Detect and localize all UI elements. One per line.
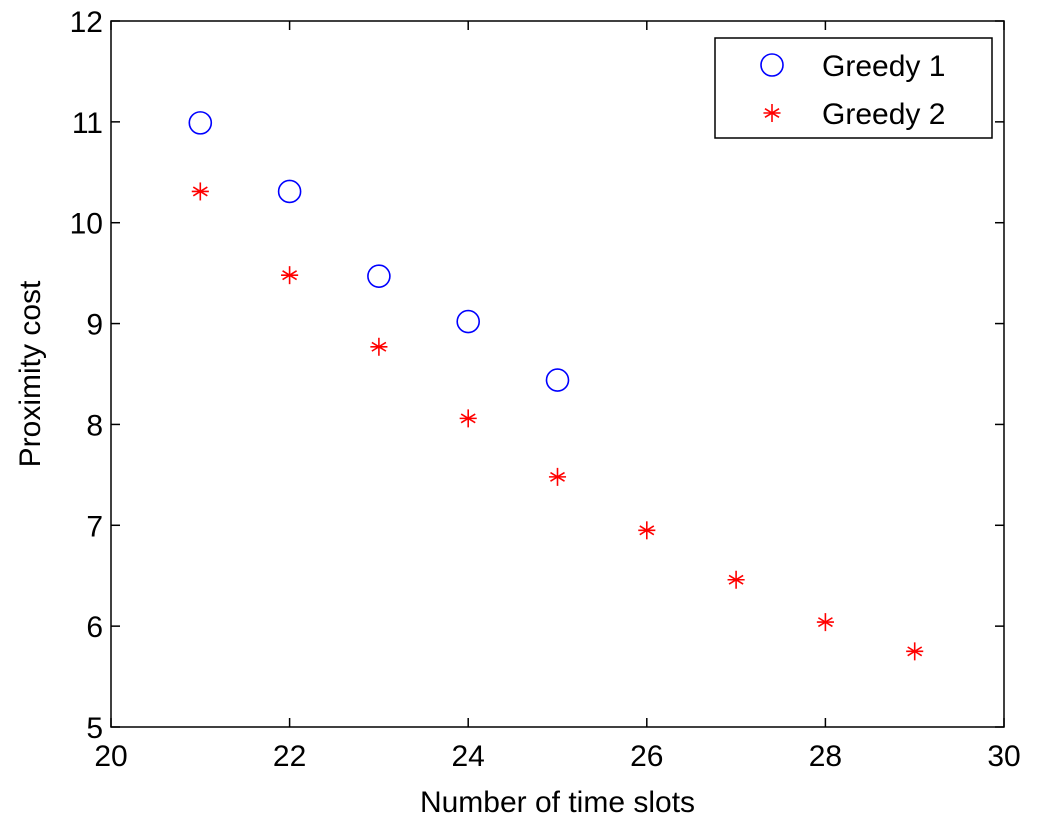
data-series [188,111,924,661]
x-tick-label: 22 [273,740,306,773]
y-tick-label: 8 [86,409,103,442]
y-axis-ticks: 5 6 7 8 9 10 11 12 [70,6,1004,745]
x-axis-title: Number of time slots [420,786,695,819]
y-tick-label: 5 [86,712,103,745]
series-2 [191,182,924,661]
data-point [191,182,209,201]
data-point [370,337,388,356]
data-point [277,179,302,204]
y-tick-label: 6 [86,611,103,644]
data-point [638,521,656,540]
legend: Greedy 1 Greedy 2 [714,37,993,139]
y-tick-label: 12 [70,6,103,39]
y-tick-label: 10 [70,208,103,241]
data-point [367,264,391,288]
data-point [456,309,481,334]
y-tick-label: 7 [86,510,103,543]
data-point [727,570,745,589]
x-tick-label: 24 [452,740,485,773]
x-tick-label: 28 [809,740,842,773]
y-axis-title: Proximity cost [14,280,47,467]
data-point [188,111,213,135]
x-axis-ticks: 20 22 24 26 28 30 [94,21,1021,773]
x-tick-label: 30 [987,740,1020,773]
legend-marker [763,104,781,122]
data-point [281,266,299,285]
legend-label: Greedy 1 [822,50,945,83]
legend-box [714,37,993,139]
data-point [545,368,570,392]
data-point [548,467,567,486]
x-tick-label: 20 [94,740,127,773]
x-tick-label: 26 [630,740,663,773]
series-1 [188,111,570,392]
legend-label: Greedy 2 [822,98,945,131]
data-point [459,409,477,428]
y-tick-label: 9 [86,309,103,342]
data-point [906,642,924,661]
legend-entries: Greedy 1 Greedy 2 [760,50,945,131]
data-point [816,613,834,632]
y-tick-label: 11 [72,107,103,140]
legend-marker [760,53,784,77]
